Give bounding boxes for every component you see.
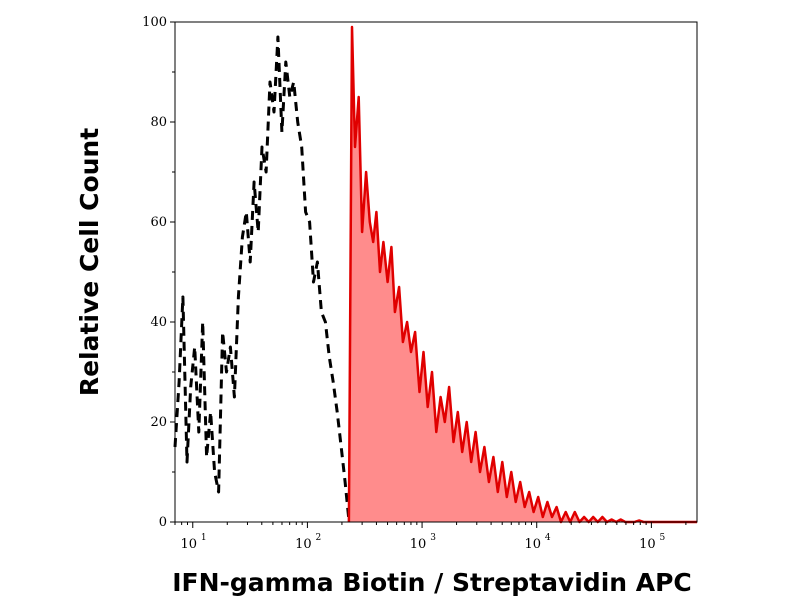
x-tick-label-5: 10 xyxy=(639,537,656,552)
y-tick-label-80: 80 xyxy=(150,115,167,130)
x-tick-exponent-2: 2 xyxy=(316,533,322,543)
x-axis-title: IFN-gamma Biotin / Streptavidin APC xyxy=(172,568,692,597)
x-tick-label-2: 10 xyxy=(295,537,312,552)
series-2-fill xyxy=(348,27,697,522)
plot-area xyxy=(173,25,697,524)
y-tick-label-40: 40 xyxy=(150,315,167,330)
x-tick-label-1: 10 xyxy=(180,537,197,552)
x-tick-exponent-3: 3 xyxy=(430,533,436,543)
y-axis-title: Relative Cell Count xyxy=(75,128,104,396)
y-tick-label-0: 0 xyxy=(159,515,167,530)
x-tick-label-4: 10 xyxy=(524,537,541,552)
x-tick-exponent-4: 4 xyxy=(545,533,551,543)
y-tick-label-60: 60 xyxy=(150,215,167,230)
x-tick-label-3: 10 xyxy=(410,537,427,552)
series-1-line xyxy=(173,35,351,523)
y-tick-label-20: 20 xyxy=(150,415,167,430)
x-tick-exponent-1: 1 xyxy=(201,533,207,543)
x-tick-exponent-5: 5 xyxy=(660,533,666,543)
y-tick-label-100: 100 xyxy=(142,15,167,30)
